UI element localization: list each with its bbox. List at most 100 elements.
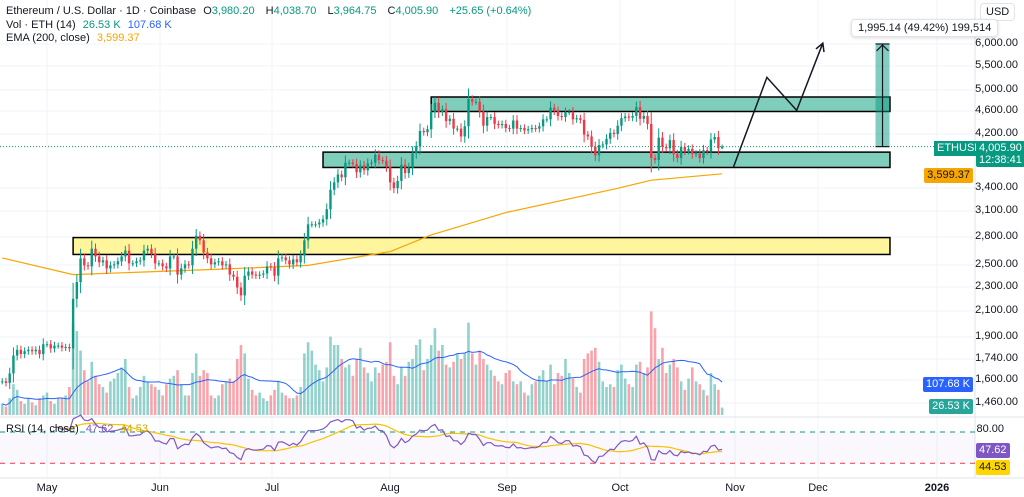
price-axis-label: 2,500.00: [975, 258, 1018, 270]
volume-bar: [94, 375, 97, 415]
candle-body: [411, 153, 414, 168]
candle-body: [530, 128, 534, 130]
ema-value: 3,599.37: [96, 32, 140, 44]
candle-body: [437, 102, 440, 113]
candle-body: [403, 164, 407, 174]
volume-bar: [523, 392, 526, 415]
candle-body: [86, 265, 90, 267]
candle-body: [195, 235, 198, 249]
ema-legend[interactable]: EMA (200, close) 3,599.37: [6, 31, 144, 45]
volume-bar: [329, 336, 332, 415]
candle-body: [601, 144, 604, 146]
candle-body: [638, 107, 642, 119]
volume-bar: [284, 395, 288, 415]
candle-body: [306, 224, 310, 241]
candle-body: [676, 154, 679, 159]
volume-bar: [168, 378, 172, 415]
volume-bar: [101, 387, 105, 415]
volume-bar: [672, 359, 675, 415]
candle-body: [526, 129, 530, 131]
zone-box-teal: [322, 151, 891, 169]
volume-bar: [426, 359, 429, 415]
candle-body: [310, 224, 314, 226]
volume-bar: [351, 375, 355, 415]
volume-bar: [590, 350, 593, 415]
rsi-ma-value: 44.53: [120, 423, 148, 435]
price-axis-label: 5,500.00: [975, 59, 1018, 71]
volume-legend[interactable]: Vol · ETH (14) 26.53 K 107.68 K: [6, 18, 176, 32]
price-axis-label: 6,000.00: [975, 37, 1018, 49]
volume-bar: [705, 395, 709, 415]
volume-bar: [433, 328, 437, 415]
price-axis-label: 2,300.00: [975, 280, 1018, 292]
volume-bar: [538, 375, 541, 415]
volume-bar: [508, 370, 511, 415]
volume-bar: [515, 384, 519, 415]
volume-bar: [642, 373, 646, 415]
volume-bar: [567, 373, 571, 415]
candle-body: [213, 262, 217, 265]
volume-bar: [437, 350, 440, 415]
volume-bar: [19, 401, 23, 415]
volume-bar: [687, 378, 690, 415]
volume-tag: 26.53 K: [929, 399, 973, 414]
candle-body: [1, 381, 4, 383]
candle-body: [691, 148, 694, 155]
candle-body: [90, 248, 93, 267]
time-axis-label: Jun: [151, 482, 169, 494]
candle-body: [653, 158, 657, 161]
candle-body: [250, 271, 254, 275]
volume-bar: [620, 364, 623, 415]
volume-bar: [582, 359, 586, 415]
candle-body: [549, 107, 552, 120]
rsi-legend[interactable]: RSI (14, close) 47.62 44.53: [6, 422, 152, 436]
volume-bar: [717, 389, 720, 415]
candle-body: [351, 162, 355, 165]
candle-body: [683, 146, 687, 151]
candle-body: [83, 258, 86, 266]
volume-bar: [109, 381, 112, 415]
candle-body: [49, 344, 52, 349]
open-label: O: [203, 5, 212, 17]
volume-bar: [27, 398, 30, 415]
candle-body: [53, 345, 56, 349]
candle-body: [541, 119, 545, 127]
candle-body: [471, 99, 474, 102]
candle-body: [385, 160, 388, 167]
volume-bar: [34, 405, 38, 415]
symbol-title: Ethereum / U.S. Dollar · 1D · Coinbase: [6, 5, 197, 17]
candle-body: [79, 258, 82, 283]
candle-body: [482, 111, 485, 126]
candle-body: [23, 351, 26, 355]
volume-bar: [187, 395, 191, 415]
candle-body: [180, 268, 183, 275]
volume-bar: [269, 395, 273, 415]
price-axis-label: 3,400.00: [975, 181, 1018, 193]
high-value: H4,038.70: [266, 5, 321, 17]
candle-body: [504, 123, 507, 129]
candle-body: [344, 162, 347, 178]
candle-body: [500, 123, 504, 126]
candle-body: [400, 164, 403, 181]
volume-bar: [347, 364, 351, 415]
volume-bar: [232, 381, 235, 415]
volume-bar: [321, 381, 325, 415]
volume-bar: [429, 345, 433, 415]
volume-bar: [303, 353, 306, 415]
volume-bar: [198, 375, 202, 415]
volume-bar: [638, 361, 642, 415]
volume-bar: [396, 384, 399, 415]
ema-price-tag: 3,599.37: [924, 168, 973, 183]
volume-label: Vol · ETH (14): [6, 19, 76, 31]
volume-bar: [549, 364, 552, 415]
volume-bar: [8, 398, 11, 415]
volume-bar: [79, 350, 82, 415]
candle-body: [642, 115, 645, 119]
candle-body: [288, 260, 291, 265]
candle-body: [519, 128, 522, 130]
candle-body: [187, 264, 190, 266]
volume-bar: [597, 361, 601, 415]
candle-body: [329, 189, 332, 210]
candle-body: [191, 248, 194, 266]
